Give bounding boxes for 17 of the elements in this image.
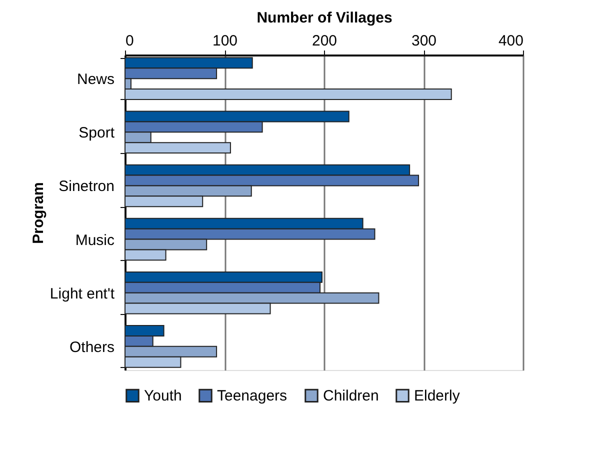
y-tick-label: Light ent't <box>50 285 116 302</box>
legend-label: Children <box>323 388 379 405</box>
legend-label: Teenagers <box>217 388 288 405</box>
y-tick-label: Sport <box>78 124 116 142</box>
x-tick-label: 200 <box>312 32 338 50</box>
y-tick-label: Others <box>69 338 114 356</box>
x-tick-label: 0 <box>126 32 134 50</box>
x-tick-label: 400 <box>498 32 524 50</box>
y-tick-label: Sinetron <box>58 178 114 196</box>
legend-label: Elderly <box>414 388 460 405</box>
y-tick-label: Music <box>75 232 115 249</box>
legend-label: Youth <box>144 388 182 405</box>
y-tick-label: News <box>76 71 114 88</box>
y-axis-title: Program <box>30 182 47 244</box>
x-axis-title: Number of Villages <box>256 10 392 26</box>
x-tick-label: 300 <box>411 32 437 50</box>
x-tick-label: 100 <box>212 32 238 50</box>
